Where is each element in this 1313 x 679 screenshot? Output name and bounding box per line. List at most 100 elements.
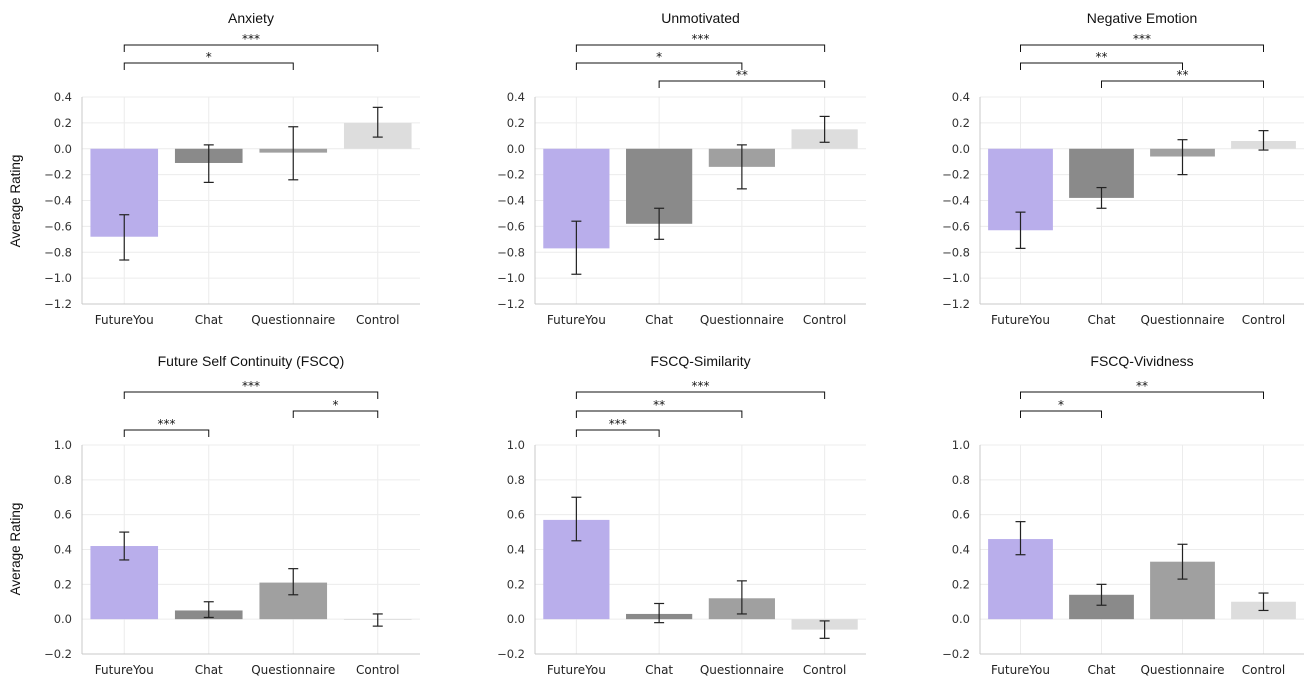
y-tick-label: −1.2 <box>942 297 970 311</box>
panels: Anxiety 0.4 0.2 0.0 −0.2 −0.4 −0.6 −0.8 −1.0 −1.2… <box>44 10 1304 677</box>
significance-bracket <box>292 410 379 418</box>
chart-panel-5: FSCQ-Similarity 1.0 0.8 0.6 0.4 0.2 0.0 −0.2 Fut… <box>497 353 866 677</box>
significance-bracket <box>1020 44 1264 52</box>
y-tick-label: −0.2 <box>44 647 72 661</box>
y-tick-label: 0.4 <box>54 90 72 104</box>
y-tick-label: 0.2 <box>952 577 970 591</box>
y-tick-label: 0.0 <box>54 142 72 156</box>
x-tick-label: Questionnaire <box>251 313 335 327</box>
y-tick-label: 0.2 <box>54 116 72 130</box>
significance-label: ** <box>736 68 748 82</box>
x-tick-label: Control <box>356 663 399 677</box>
x-tick-label: Control <box>803 313 846 327</box>
chart-title: Future Self Continuity (FSCQ) <box>158 353 345 369</box>
x-tick-label: Chat <box>1087 313 1115 327</box>
x-tick-label: Control <box>1242 663 1285 677</box>
chart-panel-3: Negative Emotion 0.4 0.2 0.0 −0.2 −0.4 −0.6 −0.… <box>942 10 1304 327</box>
x-tick-label: Chat <box>195 663 223 677</box>
x-tick-label: Questionnaire <box>251 663 335 677</box>
chart-title: FSCQ-Vividness <box>1090 353 1193 369</box>
significance-label: * <box>206 50 212 64</box>
chart-panel-1: Anxiety 0.4 0.2 0.0 −0.2 −0.4 −0.6 −0.8 −1.0 −1.2… <box>44 10 420 327</box>
significance-label: *** <box>609 417 627 431</box>
y-tick-label: −0.2 <box>942 647 970 661</box>
y-tick-label: 0.0 <box>952 142 970 156</box>
y-tick-label: −0.2 <box>497 647 525 661</box>
y-tick-label: 0.0 <box>507 612 525 626</box>
significance-label: *** <box>692 379 710 393</box>
significance-bracket <box>123 44 379 52</box>
y-tick-label: −1.0 <box>942 271 970 285</box>
significance-bracket <box>123 391 379 399</box>
significance-label: *** <box>242 32 260 46</box>
y-tick-label: 0.4 <box>952 543 970 557</box>
y-tick-label: −0.2 <box>44 168 72 182</box>
chart-title: Unmotivated <box>661 10 740 26</box>
y-tick-label: −1.2 <box>497 297 525 311</box>
significance-label: *** <box>158 417 176 431</box>
y-tick-label: −0.2 <box>942 168 970 182</box>
x-tick-label: FutureYou <box>95 313 154 327</box>
chart-panel-4: Future Self Continuity (FSCQ) 1.0 0.8 0.6 0.… <box>44 353 420 677</box>
significance-label: ** <box>1177 68 1189 82</box>
significance-label: ** <box>1096 50 1108 64</box>
y-tick-label: −0.8 <box>44 245 72 259</box>
x-tick-label: Questionnaire <box>1140 663 1224 677</box>
significance-label: *** <box>692 32 710 46</box>
chart-title: Negative Emotion <box>1087 10 1198 26</box>
y-tick-label: 0.8 <box>54 473 72 487</box>
significance-bracket <box>575 62 743 70</box>
x-tick-label: Questionnaire <box>700 313 784 327</box>
x-tick-label: Control <box>803 663 846 677</box>
significance-label: * <box>333 398 339 412</box>
significance-bracket <box>123 429 210 437</box>
y-tick-label: −0.2 <box>497 168 525 182</box>
y-tick-label: 1.0 <box>54 438 72 452</box>
significance-bracket <box>575 429 660 437</box>
x-tick-label: FutureYou <box>991 313 1050 327</box>
x-tick-label: FutureYou <box>547 663 606 677</box>
y-tick-label: 0.4 <box>952 90 970 104</box>
y-tick-label: 0.8 <box>507 473 525 487</box>
chart-title: Anxiety <box>228 10 274 26</box>
x-tick-label: Chat <box>195 313 223 327</box>
y-tick-label: 0.6 <box>507 508 525 522</box>
y-tick-label: 0.2 <box>54 577 72 591</box>
x-tick-label: Control <box>356 313 399 327</box>
y-tick-label: −0.6 <box>942 219 970 233</box>
y-tick-label: 0.4 <box>507 543 525 557</box>
significance-label: * <box>1058 398 1064 412</box>
significance-label: ** <box>1136 379 1148 393</box>
x-tick-label: Questionnaire <box>700 663 784 677</box>
y-tick-label: 0.2 <box>952 116 970 130</box>
y-tick-label: −0.6 <box>44 219 72 233</box>
significance-bracket <box>1020 62 1183 70</box>
x-tick-label: FutureYou <box>991 663 1050 677</box>
significance-label: * <box>656 50 662 64</box>
y-tick-label: 1.0 <box>507 438 525 452</box>
x-tick-label: Chat <box>645 663 673 677</box>
y-tick-label: −0.6 <box>497 219 525 233</box>
y-tick-label: 0.4 <box>54 543 72 557</box>
significance-label: *** <box>242 379 260 393</box>
x-tick-label: Control <box>1242 313 1285 327</box>
y-tick-label: −0.4 <box>942 194 970 208</box>
chart-title: FSCQ-Similarity <box>650 353 750 369</box>
y-tick-label: 0.6 <box>952 508 970 522</box>
y-tick-label: −0.8 <box>942 245 970 259</box>
y-tick-label: 0.0 <box>952 612 970 626</box>
y-axis-label-bottom: Average Rating <box>8 503 23 596</box>
y-tick-label: −1.0 <box>497 271 525 285</box>
y-tick-label: 1.0 <box>952 438 970 452</box>
significance-label: *** <box>1133 32 1151 46</box>
x-tick-label: Chat <box>645 313 673 327</box>
chart-panel-2: Unmotivated 0.4 0.2 0.0 −0.2 −0.4 −0.6 −0.8 −1.0… <box>497 10 866 327</box>
y-tick-label: −0.8 <box>497 245 525 259</box>
significance-label: ** <box>653 398 665 412</box>
significance-bracket <box>1020 391 1264 399</box>
x-tick-label: Questionnaire <box>1140 313 1224 327</box>
chart-panel-6: FSCQ-Vividness 1.0 0.8 0.6 0.4 0.2 0.0 −0.2 Futu… <box>942 353 1304 677</box>
y-tick-label: 0.2 <box>507 577 525 591</box>
significance-bracket <box>1101 80 1264 88</box>
significance-bracket <box>575 410 743 418</box>
